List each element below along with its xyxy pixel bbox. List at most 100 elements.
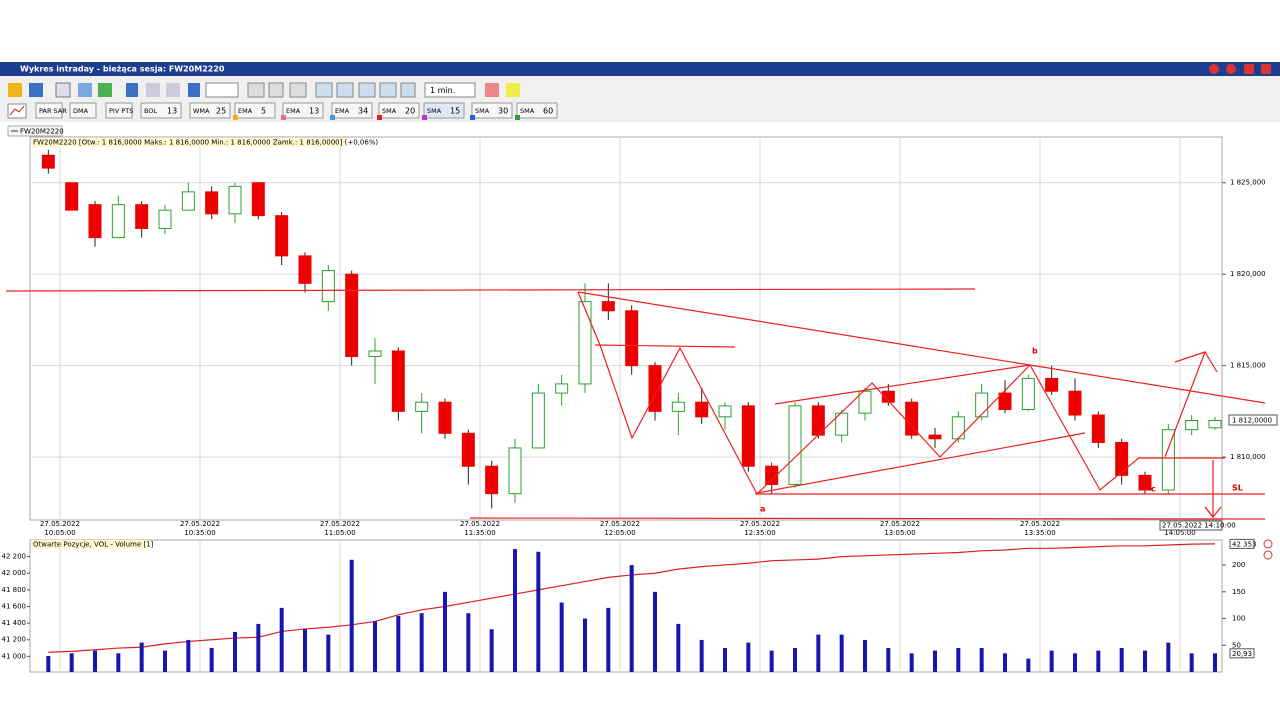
candle-body [625,310,639,367]
indicator-name: BOL [144,107,157,115]
candle-body [555,383,569,394]
volume-bar [1166,642,1171,672]
indicator-color [422,115,427,120]
indicator-name: EMA [335,107,350,115]
icon[interactable] [146,83,160,97]
indicator-button[interactable] [471,102,513,119]
indicator-param: 20 [405,107,415,116]
drawn-line [5,288,976,292]
indicator-param: 25 [216,107,226,116]
drawn-arrow [1174,351,1206,363]
volume-bar [723,647,727,672]
volume-bar [209,647,214,672]
volume-bar [536,551,541,672]
volume-bar [1189,653,1194,672]
button[interactable] [1244,64,1254,74]
icon[interactable] [485,83,499,97]
icon[interactable] [8,83,22,97]
indicator-name: SMA [520,107,535,115]
icon[interactable] [78,83,92,97]
info: FW20M2220 [Otw.: 1 816,0000 Maks.: 1 816… [33,139,378,147]
candle-body [88,204,102,239]
icon[interactable] [247,82,265,98]
volume-bar [979,647,984,672]
volume-bar [116,653,121,672]
indicator-color [470,115,475,120]
indicator-button[interactable] [69,102,97,119]
icon[interactable] [289,82,307,98]
window-buttons[interactable] [1209,64,1271,74]
volume-bar [933,650,937,672]
indicator-button[interactable] [140,102,182,119]
dropdown[interactable] [205,82,239,98]
interval-select[interactable] [424,82,476,98]
info-box [31,138,347,147]
icon[interactable] [268,82,284,98]
panel-close[interactable] [1263,539,1273,549]
icon[interactable] [188,83,200,97]
icon-line [9,105,25,116]
icon[interactable] [336,82,354,98]
candle-body [1208,420,1222,429]
icon[interactable] [55,82,71,98]
button[interactable] [1261,64,1271,74]
icon[interactable] [400,82,416,98]
indicator-button[interactable] [282,102,324,119]
indicator-button[interactable] [423,102,465,119]
volume-bar [909,653,914,672]
volume-bar [676,623,681,672]
indicator-param: 13 [167,107,177,116]
candle-body [65,182,79,211]
price-tag [1228,414,1278,426]
y-tick-label: 41 000 [2,652,27,660]
y-tick-label: 41 600 [2,602,27,610]
icon[interactable] [379,82,397,98]
toolbar: 1 min. [7,82,520,119]
candle-body [181,191,195,211]
indicator-button[interactable] [105,102,133,119]
candle-body [998,392,1012,411]
icon[interactable] [29,83,43,97]
icon[interactable] [315,82,333,98]
candle-body [975,392,989,418]
candle-body [41,154,55,169]
volume-bar [373,621,377,672]
button[interactable] [1226,64,1236,74]
volume-bar [1026,658,1031,672]
volume-bar [46,655,51,672]
indicator-button[interactable] [378,102,420,119]
icon[interactable] [358,82,376,98]
volume-bar [186,639,191,672]
volume-bar [139,642,144,672]
indicator-color [233,115,238,120]
panel-button[interactable] [1263,550,1273,560]
interval: 1 min. [430,86,455,95]
icon[interactable] [166,83,180,97]
indicator-button[interactable] [516,102,558,119]
indicator-button[interactable] [35,102,63,119]
candle-body [1161,429,1175,491]
icon[interactable] [506,83,520,97]
icon[interactable] [98,83,112,97]
drawn-line [577,291,758,495]
volume-bar [653,591,657,672]
volume-bar [559,602,564,672]
drawn-line [756,432,1086,494]
x-tick-time: 11:35:00 [464,529,495,537]
icon[interactable] [126,83,138,97]
indicator-button[interactable] [234,102,276,119]
last-value-label: 42 353 [1232,540,1257,548]
drawn-line [469,517,1266,520]
volume-bar [863,639,867,672]
indicator-button[interactable] [189,102,231,119]
indicator-button[interactable] [331,102,373,119]
drawn-line [594,344,736,348]
drawings: a b c SL [5,288,1266,520]
candle-body [205,191,219,215]
annotation: a [760,505,765,514]
candle-body [251,182,265,217]
indicator-name: SMA [427,107,442,115]
volume-bar [349,559,354,672]
button[interactable] [1209,64,1219,74]
candle-body [1115,441,1129,476]
